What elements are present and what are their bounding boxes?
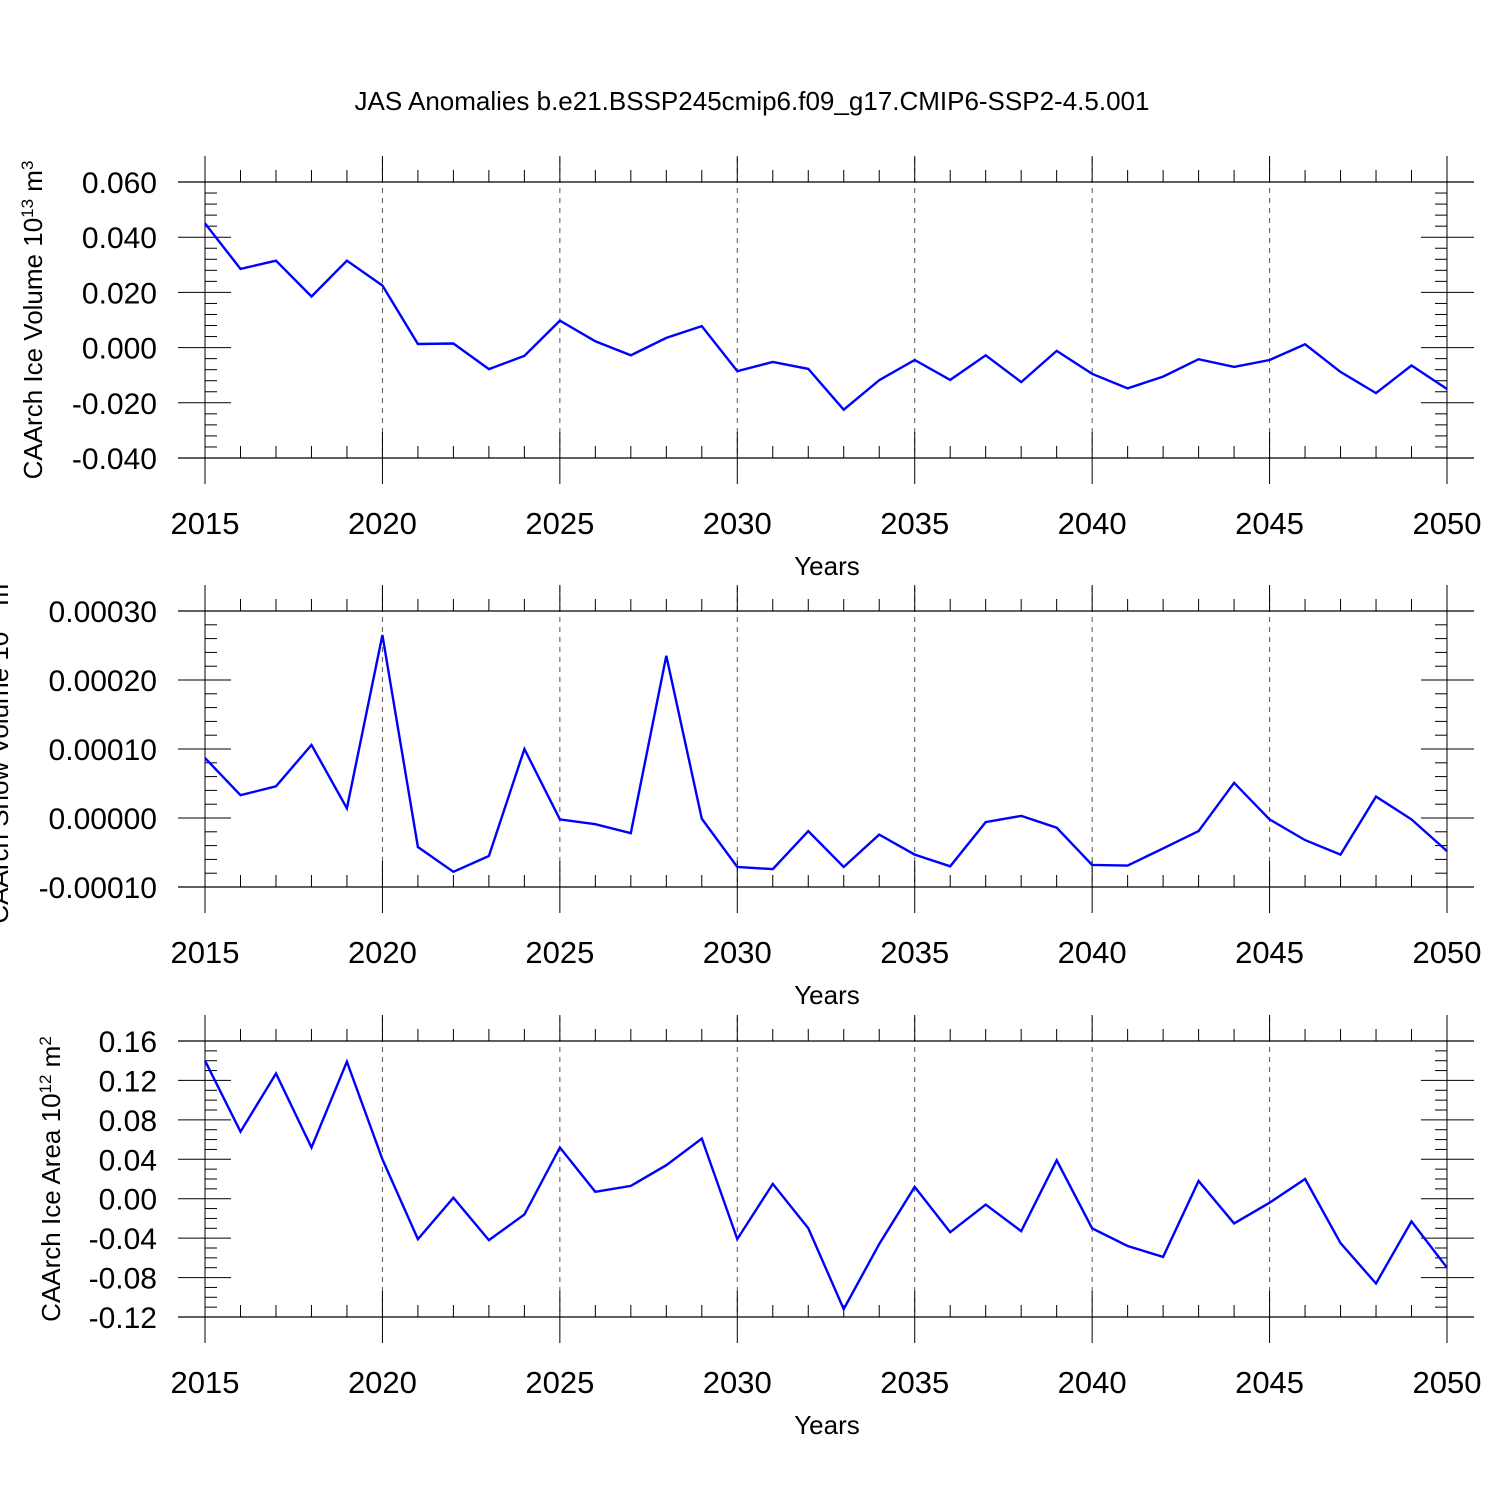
series-line [204,634,1448,874]
y-tick-label: 0.00000 [49,803,157,836]
y-tick-label: -0.040 [72,443,157,476]
x-axis-label: Years [794,1410,860,1440]
x-tick-label: 2025 [525,935,594,970]
x-tick-label: 2040 [1058,1365,1127,1400]
y-tick-label: -0.00010 [39,872,157,905]
chart-panel-2: -0.00010 0.00000 0.00010 0.00020 0.00030 2015… [0,574,1481,1010]
y-axis-label: CAArch Snow Volume 1013 m3 [0,574,14,923]
x-tick-label: 2035 [880,1365,949,1400]
x-tick-label: 2035 [880,935,949,970]
x-axis-label: Years [794,980,860,1010]
y-tick-label: 0.000 [82,333,157,366]
y-tick-label: 0.08 [99,1105,157,1138]
x-tick-label: 2030 [703,506,772,541]
x-tick-label: 2030 [703,935,772,970]
y-tick-label: 0.020 [82,277,157,310]
x-tick-label: 2050 [1413,935,1482,970]
x-tick-label: 2020 [348,935,417,970]
x-tick-label: 2015 [171,506,240,541]
y-tick-label: 0.060 [82,167,157,200]
y-axis-label: CAArch Ice Volume 1013 m3 [18,161,49,480]
chart-panel-1: -0.040 -0.020 0.000 0.020 0.040 0.060 2015 2020… [18,156,1482,581]
x-tick-label: 2030 [703,1365,772,1400]
y-axis-label: CAArch Ice Area 1012 m2 [36,1036,67,1322]
series-line [203,1058,1448,1312]
series-line [204,222,1448,412]
figure-title: JAS Anomalies b.e21.BSSP245cmip6.f09_g17… [355,86,1150,116]
x-tick-label: 2020 [348,506,417,541]
x-axis-label: Years [794,551,860,581]
x-tick-label: 2040 [1058,506,1127,541]
y-tick-label: 0.00020 [49,665,157,698]
y-tick-label: 0.00 [99,1184,157,1217]
x-tick-label: 2025 [525,506,594,541]
y-tick-label: -0.04 [89,1223,157,1256]
y-tick-label: 0.00030 [49,596,157,629]
chart-panels: -0.040 -0.020 0.000 0.020 0.040 0.060 2015 2020… [0,156,1481,1440]
y-tick-label: -0.08 [89,1263,157,1296]
x-tick-label: 2045 [1235,1365,1304,1400]
y-tick-label: 0.04 [99,1144,157,1177]
x-tick-label: 2045 [1235,506,1304,541]
x-tick-label: 2020 [348,1365,417,1400]
y-tick-label: 0.12 [99,1065,157,1098]
x-tick-label: 2050 [1413,1365,1482,1400]
y-tick-label: 0.00010 [49,734,157,767]
x-tick-label: 2045 [1235,935,1304,970]
x-tick-label: 2025 [525,1365,594,1400]
y-tick-label: 0.16 [99,1026,157,1059]
y-tick-label: -0.12 [89,1302,157,1335]
x-tick-label: 2015 [171,935,240,970]
chart-panel-3: -0.12 -0.08 -0.04 0.00 0.04 0.08 0.12 0.16 2015 2… [36,1015,1482,1440]
y-tick-label: -0.020 [72,388,157,421]
x-tick-label: 2015 [171,1365,240,1400]
x-tick-label: 2035 [880,506,949,541]
x-tick-label: 2040 [1058,935,1127,970]
x-tick-label: 2050 [1413,506,1482,541]
y-tick-label: 0.040 [82,222,157,255]
